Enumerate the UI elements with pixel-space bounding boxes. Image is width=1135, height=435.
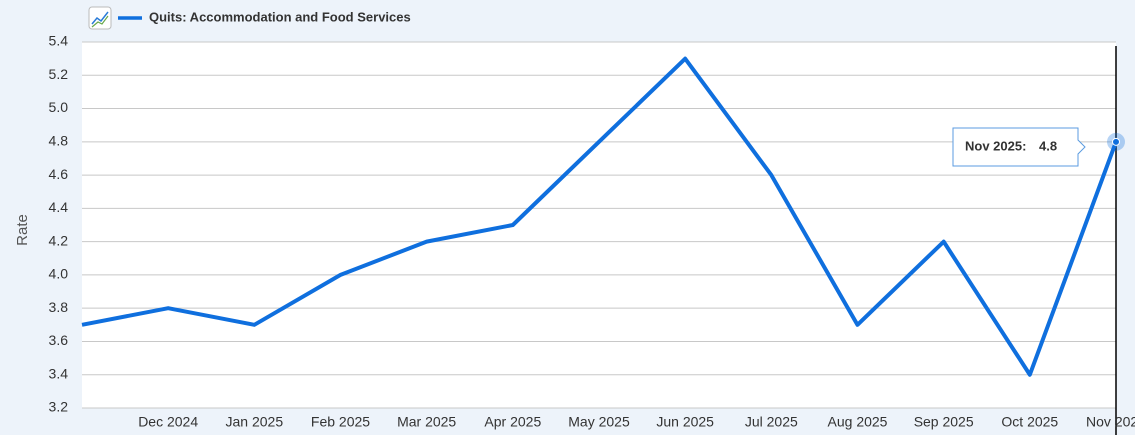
x-tick-label: Mar 2025	[397, 414, 456, 430]
x-tick-label: Jun 2025	[656, 414, 714, 430]
legend-label[interactable]: Quits: Accommodation and Food Services	[149, 9, 411, 24]
series-line	[81, 56, 1118, 377]
series	[81, 56, 1125, 377]
y-tick-label: 4.0	[49, 266, 69, 282]
y-axis-title: Rate	[14, 214, 31, 246]
y-tick-label: 4.8	[49, 133, 69, 149]
y-tick-label: 5.4	[49, 33, 69, 49]
y-tick-label: 3.6	[49, 332, 69, 348]
x-tick-label: Oct 2025	[1001, 414, 1058, 430]
y-tick-label: 5.0	[49, 99, 69, 115]
x-tick-label: Jul 2025	[745, 414, 798, 430]
x-tick-label: Jan 2025	[226, 414, 284, 430]
y-tick-label: 3.8	[49, 299, 69, 315]
y-tick-label: 4.2	[49, 232, 69, 248]
hover-point	[1112, 137, 1120, 146]
legend-icon	[88, 6, 112, 30]
x-tick-label: Feb 2025	[311, 414, 370, 430]
plot-area	[82, 42, 1116, 408]
tooltip-label: Nov 2025:	[965, 138, 1026, 153]
x-tick-label: Sep 2025	[914, 414, 974, 430]
y-tick-label: 4.6	[49, 166, 69, 182]
y-tick-label: 3.2	[49, 399, 69, 415]
tooltip: Nov 2025: 4.8	[952, 127, 1086, 167]
tooltip-value: 4.8	[1039, 138, 1057, 153]
x-tick-label: Nov 2025	[1086, 414, 1135, 430]
grid	[82, 41, 1116, 409]
x-tick-label: Apr 2025	[484, 414, 541, 430]
y-tick-label: 3.4	[49, 365, 69, 381]
y-tick-label: 4.4	[49, 199, 69, 215]
x-tick-label: May 2025	[568, 414, 630, 430]
x-tick-label: Aug 2025	[828, 414, 888, 430]
y-tick-label: 5.2	[49, 66, 69, 82]
x-tick-label: Dec 2024	[138, 414, 198, 430]
